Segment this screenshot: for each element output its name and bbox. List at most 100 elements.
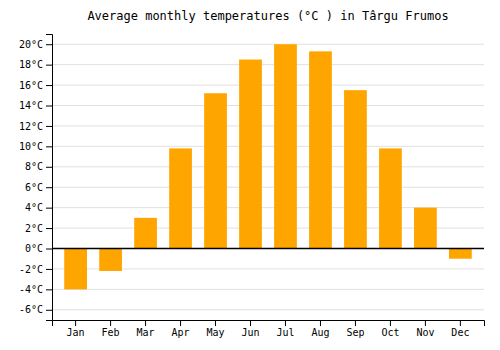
bar bbox=[344, 90, 367, 248]
x-tick-mark bbox=[250, 320, 251, 326]
x-tick-mark bbox=[215, 320, 216, 326]
y-tick: 0°C bbox=[25, 243, 52, 254]
x-tick: Feb bbox=[102, 320, 120, 338]
y-tick: 2°C bbox=[25, 223, 52, 234]
y-tick-label: 14°C bbox=[19, 100, 43, 111]
x-tick-mark bbox=[75, 320, 76, 326]
grid-line bbox=[52, 146, 484, 147]
y-tick: 14°C bbox=[19, 100, 52, 111]
y-tick: 4°C bbox=[25, 202, 52, 213]
y-tick-mark bbox=[46, 65, 52, 66]
x-tick-label: Sep bbox=[346, 327, 364, 338]
grid-line bbox=[52, 64, 484, 65]
y-tick: 16°C bbox=[19, 80, 52, 91]
y-tick-mark bbox=[46, 249, 52, 250]
bar bbox=[99, 249, 122, 271]
zero-line bbox=[52, 248, 484, 250]
grid bbox=[52, 44, 484, 310]
bar bbox=[414, 208, 437, 249]
grid-line bbox=[52, 309, 484, 310]
y-axis-line bbox=[46, 35, 53, 321]
y-tick-mark bbox=[46, 310, 52, 311]
grid-line bbox=[52, 166, 484, 167]
grid-line bbox=[52, 85, 484, 86]
x-tick-label: Aug bbox=[311, 327, 329, 338]
y-tick-mark bbox=[46, 106, 52, 107]
y-tick-label: 18°C bbox=[19, 59, 43, 70]
x-tick-label: Feb bbox=[102, 327, 120, 338]
y-tick-label: -4°C bbox=[19, 284, 43, 295]
x-tick-label: Oct bbox=[381, 327, 399, 338]
y-tick-label: 0°C bbox=[25, 243, 43, 254]
y-tick-label: 4°C bbox=[25, 202, 43, 213]
x-tick-mark bbox=[390, 320, 391, 326]
x-tick-label: Jul bbox=[276, 327, 294, 338]
y-tick-label: 12°C bbox=[19, 121, 43, 132]
x-tick: Jul bbox=[276, 320, 294, 338]
y-tick-mark bbox=[46, 146, 52, 147]
x-tick-mark bbox=[110, 320, 111, 326]
bar bbox=[309, 51, 332, 248]
x-tick-label: Apr bbox=[172, 327, 190, 338]
title: Average monthly temperatures (°C ) in Tâ… bbox=[87, 9, 448, 23]
y-tick: 20°C bbox=[19, 39, 52, 50]
y-tick-label: -2°C bbox=[19, 264, 43, 275]
bar bbox=[449, 249, 472, 259]
x-tick-label: Jun bbox=[241, 327, 259, 338]
x-tick: Mar bbox=[137, 320, 155, 338]
grid-line bbox=[52, 187, 484, 188]
y-tick: -2°C bbox=[19, 264, 52, 275]
x-axis-line bbox=[53, 321, 485, 327]
x-tick-label: May bbox=[206, 327, 224, 338]
x-tick-label: Dec bbox=[451, 327, 469, 338]
x-tick: May bbox=[206, 320, 224, 338]
x-tick: Jan bbox=[67, 320, 85, 338]
y-tick-label: 16°C bbox=[19, 80, 43, 91]
y-tick: 8°C bbox=[25, 161, 52, 172]
x-tick: Dec bbox=[451, 320, 469, 338]
grid-line bbox=[52, 289, 484, 290]
y-tick-mark bbox=[46, 85, 52, 86]
y-tick-mark bbox=[46, 289, 52, 290]
x-axis: Jan Feb Mar Apr May Jun Jul Aug Sep Oct Nov Dec bbox=[53, 320, 485, 338]
y-axis: -6°C -4°C -2°C 0°C 2°C 4°C 6°C 8°C 10°C 12°C 14°C 1… bbox=[19, 35, 53, 321]
y-tick-label: 2°C bbox=[25, 223, 43, 234]
y-tick-mark bbox=[46, 208, 52, 209]
x-tick-mark bbox=[320, 320, 321, 326]
bar bbox=[239, 60, 262, 249]
y-tick: 6°C bbox=[25, 182, 52, 193]
y-tick-label: 8°C bbox=[25, 161, 43, 172]
x-tick-label: Nov bbox=[416, 327, 434, 338]
bar bbox=[379, 148, 402, 248]
y-tick-mark bbox=[46, 269, 52, 270]
x-tick-mark bbox=[355, 320, 356, 326]
y-tick-mark bbox=[46, 167, 52, 168]
y-tick: 10°C bbox=[19, 141, 52, 152]
chart: -6°C -4°C -2°C 0°C 2°C 4°C 6°C 8°C 10°C 12°C 14°C 1… bbox=[0, 0, 500, 350]
x-tick-mark bbox=[425, 320, 426, 326]
x-tick-mark bbox=[145, 320, 146, 326]
y-tick-mark bbox=[46, 126, 52, 127]
plot: -6°C -4°C -2°C 0°C 2°C 4°C 6°C 8°C 10°C 12°C 14°C 1… bbox=[19, 35, 485, 339]
x-tick: Oct bbox=[381, 320, 399, 338]
y-tick: 12°C bbox=[19, 121, 52, 132]
x-tick: Sep bbox=[346, 320, 364, 338]
x-tick-mark bbox=[460, 320, 461, 326]
y-tick-label: 6°C bbox=[25, 182, 43, 193]
y-tick-label: -6°C bbox=[19, 304, 43, 315]
x-tick-mark bbox=[285, 320, 286, 326]
y-tick-label: 10°C bbox=[19, 141, 43, 152]
x-tick-mark bbox=[180, 320, 181, 326]
grid-line bbox=[52, 125, 484, 126]
bar bbox=[134, 218, 157, 249]
grid-line bbox=[52, 44, 484, 45]
bar bbox=[204, 93, 227, 248]
x-tick-label: Jan bbox=[67, 327, 85, 338]
bar bbox=[169, 148, 192, 248]
x-tick: Jun bbox=[241, 320, 259, 338]
bar bbox=[274, 44, 297, 248]
x-tick-label: Mar bbox=[137, 327, 155, 338]
grid-line bbox=[52, 105, 484, 106]
x-tick: Aug bbox=[311, 320, 329, 338]
y-tick-mark bbox=[46, 44, 52, 45]
